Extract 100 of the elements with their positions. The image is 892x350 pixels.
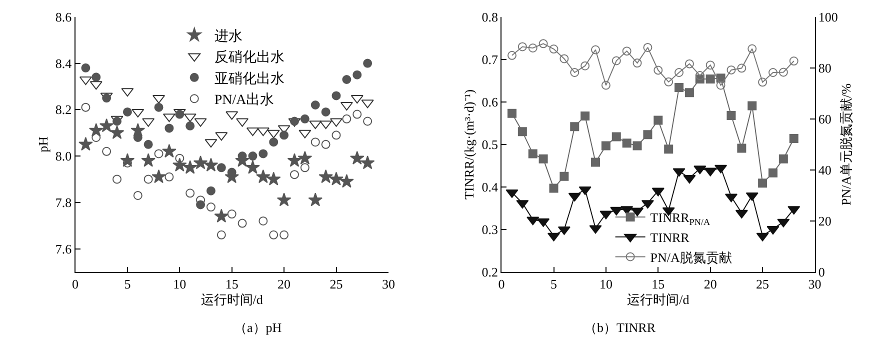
point: [570, 68, 580, 77]
point: [612, 132, 621, 142]
point: [654, 66, 663, 75]
point: [310, 138, 320, 147]
point: [674, 68, 684, 77]
point: [591, 158, 600, 167]
point: [643, 42, 652, 52]
point: [538, 154, 548, 164]
x-tick-label: 15: [652, 276, 665, 292]
point: [789, 56, 798, 66]
point: [778, 68, 788, 77]
point: [643, 130, 652, 140]
y-tick-label: 8.6: [55, 9, 72, 24]
point: [363, 58, 372, 68]
point: [684, 88, 694, 98]
point: [664, 144, 674, 154]
point: [768, 168, 778, 178]
x-tick-label: 5: [124, 276, 131, 292]
point: [570, 122, 580, 132]
point: [360, 155, 375, 170]
point: [154, 149, 164, 158]
point: [216, 163, 226, 172]
point: [266, 172, 281, 186]
point: [144, 140, 153, 149]
point: [726, 111, 736, 120]
point: [133, 190, 142, 200]
point: [684, 59, 694, 68]
y2-tick-label: 60: [818, 111, 832, 126]
x-axis-title: 运行时间/d: [200, 292, 264, 308]
point: [318, 169, 333, 184]
point: [622, 138, 632, 148]
point: [182, 160, 198, 174]
point: [716, 80, 726, 90]
text: （b）TINRR: [584, 320, 656, 335]
point: [612, 56, 621, 66]
point: [329, 172, 344, 186]
y-axis-title: pH: [35, 136, 50, 152]
point: [206, 186, 216, 196]
point: [768, 68, 778, 77]
point: [632, 58, 642, 68]
point: [78, 136, 93, 151]
point: [528, 149, 538, 158]
point: [340, 174, 354, 188]
point: [280, 130, 289, 140]
point: [560, 172, 569, 181]
point: [300, 114, 310, 124]
point: [280, 230, 289, 240]
point: [778, 154, 788, 164]
legend-label: TINRR$_{PN/A}$: [650, 210, 710, 227]
point: [246, 160, 260, 174]
point: [144, 174, 153, 184]
point: [737, 144, 746, 153]
point: [518, 127, 527, 136]
y-tick-label: 7.6: [55, 241, 72, 256]
point: [193, 155, 208, 170]
legend-label: 进水: [214, 28, 242, 44]
legend-label: PN/A脱氮贡献: [650, 250, 732, 265]
y2-axis-title: PN/A单元脱氮贡献/%: [838, 83, 854, 206]
point: [591, 45, 600, 54]
point: [350, 150, 364, 165]
y-tick-label: 7.8: [55, 194, 72, 210]
point: [352, 110, 362, 119]
point: [276, 192, 292, 206]
x-tick-label: 20: [278, 276, 291, 292]
point: [580, 61, 590, 70]
y2-tick-label: 100: [818, 9, 838, 24]
point: [601, 141, 610, 150]
point: [549, 44, 558, 54]
y-tick-label: 0.5: [482, 136, 498, 152]
point: [706, 60, 715, 70]
point: [269, 138, 278, 147]
point: [758, 178, 768, 188]
point: [310, 100, 320, 110]
legend-label: TINRR: [650, 230, 690, 245]
point: [256, 169, 270, 184]
point: [110, 125, 124, 140]
point: [216, 230, 226, 240]
y-tick-label: 8.0: [55, 148, 72, 164]
point: [601, 80, 610, 90]
point: [164, 172, 174, 182]
point: [269, 230, 278, 240]
point: [632, 141, 642, 150]
point: [186, 121, 195, 130]
point: [332, 91, 341, 100]
x-tick-label: 0: [72, 276, 78, 292]
point: [789, 134, 798, 143]
point: [81, 102, 90, 112]
point: [726, 65, 736, 74]
point: [758, 78, 768, 87]
point: [175, 154, 184, 163]
point: [518, 42, 527, 52]
y-tick-label: 0.8: [482, 9, 498, 24]
x-tick-label: 5: [550, 276, 557, 292]
point: [258, 216, 268, 226]
point: [206, 202, 216, 212]
point: [287, 153, 302, 167]
x-tick-label: 15: [225, 276, 238, 292]
point: [654, 116, 663, 125]
y-tick-label: 8.2: [55, 102, 72, 118]
point: [122, 107, 132, 116]
